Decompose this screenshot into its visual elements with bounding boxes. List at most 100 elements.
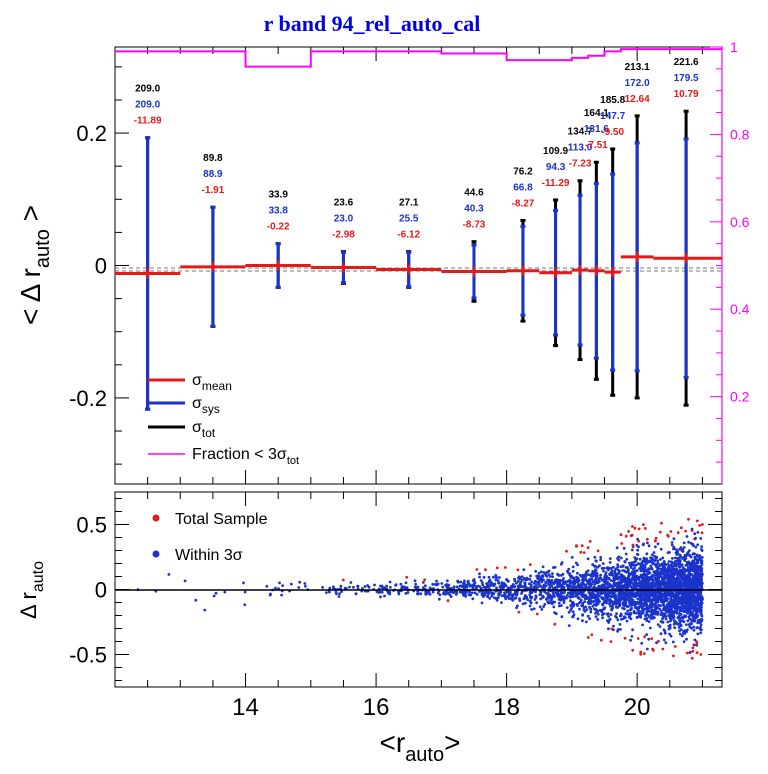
scatter-point [582,583,586,587]
scatter-point [647,637,651,641]
scatter-point [662,593,666,597]
scatter-point [680,634,684,638]
scatter-point [677,615,680,619]
scatter-point [621,590,624,594]
scatter-point [498,576,501,579]
scatter-point [419,592,423,596]
scatter-point [495,598,499,602]
scatter-point [437,597,441,601]
scatter-point [491,591,495,595]
scatter-point [470,591,474,595]
scatter-point [576,563,579,567]
scatter-point [522,597,526,601]
scatter-point [624,566,628,569]
scatter-point [663,608,667,611]
scatter-point [586,614,590,618]
scatter-point [627,530,630,533]
scatter-point [660,571,663,574]
scatter-point [679,579,683,583]
scatter-point [677,584,680,588]
scatter-point [643,558,646,562]
bin-annotation: -7.23 [569,159,592,170]
scatter-point [684,529,687,533]
scatter-point [690,527,694,531]
scatter-point [649,582,653,585]
scatter-point [505,595,508,598]
scatter-point [574,585,578,589]
scatter-point [472,583,476,586]
scatter-point [689,573,693,576]
scatter-point [657,587,661,590]
scatter-point [543,603,547,606]
scatter-point [243,603,247,607]
scatter-point [691,646,695,650]
scatter-point [661,599,665,603]
scatter-point [526,598,530,602]
scatter-point [379,595,382,599]
scatter-point [580,604,583,608]
scatter-point [581,602,585,605]
scatter-point [394,583,397,587]
scatter-point [651,604,654,607]
scatter-point [631,648,635,652]
scatter-point [679,546,683,549]
scatter-point [699,537,703,540]
scatter-point [667,560,671,563]
scatter-point [579,600,582,604]
scatter-point [321,586,324,589]
scatter-point [577,597,581,600]
scatter-point [556,573,560,577]
scatter-point [645,569,649,572]
scatter-point [681,550,685,553]
scatter-point [662,638,666,642]
scatter-point [701,523,704,526]
scatter-point [675,595,679,599]
scatter-point [622,601,625,605]
scatter-point [484,585,488,589]
scatter-point [689,613,693,617]
scatter-point [502,581,506,585]
scatter-point [678,612,681,615]
scatter-point [668,567,672,571]
scatter-point [571,565,575,569]
scatter-point [599,577,603,580]
scatter-point [681,566,685,569]
scatter-point [656,582,659,585]
scatter-point [674,586,678,589]
scatter-point [668,592,672,596]
scatter-point [687,582,691,586]
scatter-point [510,586,514,589]
scatter-point [521,585,525,588]
scatter-point [616,575,620,579]
scatter-point [672,622,676,626]
legend-label-total: Total Sample [175,511,268,528]
scatter-point [671,557,674,560]
bin-annotation: 66.8 [513,182,533,193]
scatter-point [623,598,627,602]
scatter-point [672,573,676,577]
scatter-point [456,580,460,584]
scatter-point [507,593,511,597]
bin-annotation: 109.9 [543,146,568,157]
scatter-point [361,587,364,590]
scatter-point [515,606,518,610]
scatter-point [630,548,634,552]
scatter-point [645,619,649,622]
scatter-point [529,585,533,589]
scatter-point [500,594,504,597]
scatter-point [646,541,649,545]
bin-annotation: 221.6 [674,57,699,68]
scatter-point [635,615,639,619]
bottom-x-ticks: 14 16 18 20 [147,492,703,721]
scatter-point [583,600,586,604]
scatter-point [504,566,507,569]
scatter-point [657,639,660,643]
scatter-point [696,531,700,534]
scatter-point [675,578,678,581]
scatter-point [214,591,218,595]
scatter-point [674,568,677,571]
bin-annotation: 164.1 [584,108,609,119]
legend-label-sys: σsys [192,395,220,416]
scatter-point [645,617,649,620]
bin-annotation: 33.9 [268,190,288,201]
